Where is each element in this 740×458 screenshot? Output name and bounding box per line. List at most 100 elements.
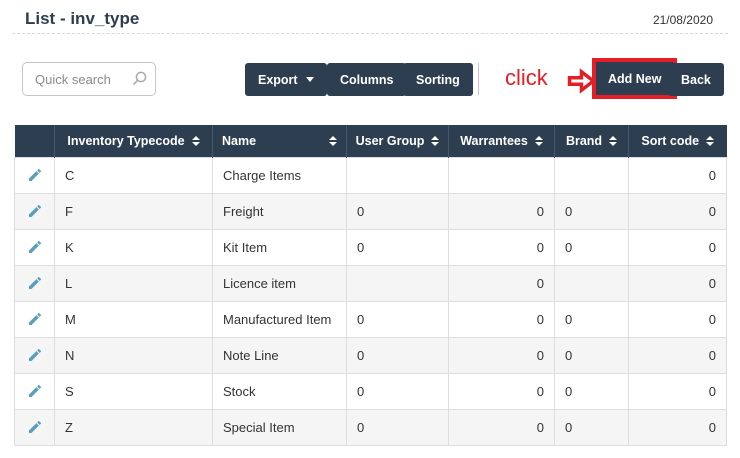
cell-brand: 0	[554, 300, 629, 338]
header-inventory-typecode[interactable]: Inventory Typecode	[54, 125, 213, 157]
edit-pencil-icon[interactable]	[27, 311, 43, 327]
edit-cell[interactable]	[14, 192, 55, 230]
cell-name: Special Item	[212, 408, 347, 446]
cell-warrantees: 0	[448, 264, 555, 302]
header-label: Name	[222, 133, 257, 148]
table-row: S Stock 0 0 0 0	[14, 372, 727, 410]
cell-user-group: 0	[346, 300, 449, 338]
cell-warrantees: 0	[448, 372, 555, 410]
header-sort-code[interactable]: Sort code	[628, 125, 727, 157]
cell-typecode: M	[54, 300, 213, 338]
cell-sort-code: 0	[628, 372, 727, 410]
cell-user-group: 0	[346, 336, 449, 374]
table-row: Z Special Item 0 0 0 0	[14, 408, 727, 446]
cell-user-group	[346, 264, 449, 302]
sort-icon[interactable]	[706, 135, 715, 146]
table-row: L Licence item 0 0	[14, 264, 727, 302]
edit-pencil-icon[interactable]	[27, 239, 43, 255]
table-row: M Manufactured Item 0 0 0 0	[14, 300, 727, 338]
back-button[interactable]: Back	[668, 63, 724, 96]
cell-name: Licence item	[212, 264, 347, 302]
edit-pencil-icon[interactable]	[27, 203, 43, 219]
cell-sort-code: 0	[628, 228, 727, 266]
header-label: Inventory Typecode	[67, 133, 185, 148]
header-divider	[12, 33, 728, 34]
sort-icon[interactable]	[329, 135, 337, 146]
table-header-row: Inventory Typecode Name User Group Warra…	[14, 125, 727, 157]
toolbar-separator	[478, 63, 479, 95]
header-label: Brand	[565, 133, 603, 148]
edit-pencil-icon[interactable]	[27, 419, 43, 435]
sort-icon[interactable]	[609, 135, 618, 146]
cell-user-group: 0	[346, 408, 449, 446]
cell-typecode: F	[54, 192, 213, 230]
table-row: C Charge Items 0	[14, 156, 727, 194]
cell-typecode: C	[54, 156, 213, 194]
cell-user-group	[346, 156, 449, 194]
search-field-wrap	[22, 62, 156, 96]
cell-name: Kit Item	[212, 228, 347, 266]
export-button[interactable]: Export	[245, 63, 327, 96]
cell-brand	[554, 264, 629, 302]
cell-typecode: Z	[54, 408, 213, 446]
header-edit-column	[14, 125, 55, 157]
cell-sort-code: 0	[628, 264, 727, 302]
page-title: List - inv_type	[25, 9, 140, 28]
edit-cell[interactable]	[14, 408, 55, 446]
sort-icon[interactable]	[431, 135, 440, 146]
cell-typecode: L	[54, 264, 213, 302]
cell-name: Stock	[212, 372, 347, 410]
edit-cell[interactable]	[14, 300, 55, 338]
cell-name: Note Line	[212, 336, 347, 374]
edit-cell[interactable]	[14, 156, 55, 194]
header-label: User Group	[355, 133, 425, 148]
header-name[interactable]: Name	[212, 125, 347, 157]
click-arrow-icon	[567, 68, 597, 94]
cell-brand: 0	[554, 228, 629, 266]
table-body: C Charge Items 0 F Freight 0 0 0 0	[14, 156, 727, 446]
cell-sort-code: 0	[628, 156, 727, 194]
edit-pencil-icon[interactable]	[27, 383, 43, 399]
export-button-label: Export	[258, 72, 298, 87]
click-annotation-label: click	[505, 65, 548, 90]
cell-brand: 0	[554, 372, 629, 410]
edit-cell[interactable]	[14, 372, 55, 410]
edit-pencil-icon[interactable]	[27, 347, 43, 363]
cell-user-group: 0	[346, 192, 449, 230]
edit-pencil-icon[interactable]	[27, 167, 43, 183]
cell-warrantees: 0	[448, 300, 555, 338]
edit-cell[interactable]	[14, 264, 55, 302]
page-date: 21/08/2020	[652, 13, 713, 27]
header-brand[interactable]: Brand	[554, 125, 629, 157]
sort-icon[interactable]	[534, 135, 543, 146]
header-user-group[interactable]: User Group	[346, 125, 449, 157]
cell-warrantees: 0	[448, 192, 555, 230]
cell-user-group: 0	[346, 228, 449, 266]
columns-button[interactable]: Columns	[327, 63, 407, 96]
sorting-button[interactable]: Sorting	[403, 63, 473, 96]
cell-brand	[554, 156, 629, 194]
sort-icon[interactable]	[191, 135, 200, 146]
cell-user-group: 0	[346, 372, 449, 410]
cell-typecode: K	[54, 228, 213, 266]
cell-sort-code: 0	[628, 408, 727, 446]
edit-cell[interactable]	[14, 336, 55, 374]
edit-cell[interactable]	[14, 228, 55, 266]
cell-warrantees: 0	[448, 228, 555, 266]
edit-pencil-icon[interactable]	[27, 275, 43, 291]
add-new-highlight-box: Add New	[592, 58, 678, 99]
search-input[interactable]	[22, 62, 156, 96]
cell-warrantees	[448, 156, 555, 194]
cell-sort-code: 0	[628, 300, 727, 338]
cell-sort-code: 0	[628, 192, 727, 230]
cell-brand: 0	[554, 408, 629, 446]
chevron-down-icon	[305, 77, 314, 82]
add-new-button[interactable]: Add New	[596, 62, 674, 95]
header-label: Warrantees	[460, 133, 528, 148]
cell-name: Manufactured Item	[212, 300, 347, 338]
cell-sort-code: 0	[628, 336, 727, 374]
table-row: K Kit Item 0 0 0 0	[14, 228, 727, 266]
header-warrantees[interactable]: Warrantees	[448, 125, 555, 157]
table-row: F Freight 0 0 0 0	[14, 192, 727, 230]
